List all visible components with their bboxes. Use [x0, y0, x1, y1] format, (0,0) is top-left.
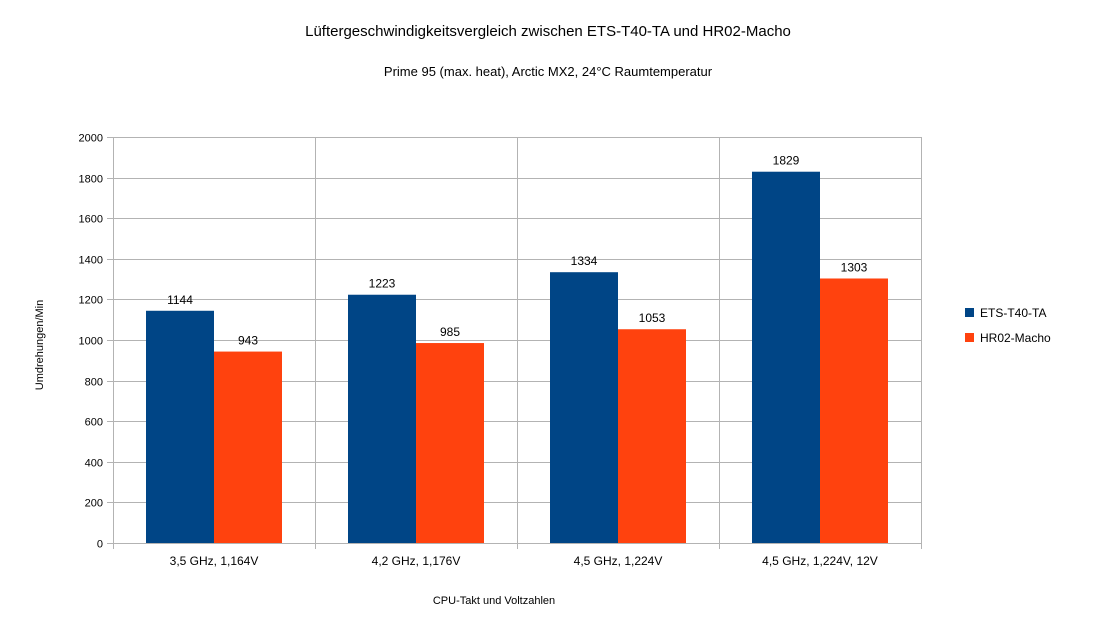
- y-tick-label: 400: [85, 458, 103, 470]
- y-tick-label: 200: [85, 498, 103, 510]
- bar: [416, 343, 484, 543]
- data-label: 985: [440, 325, 460, 339]
- data-label: 1053: [639, 311, 666, 325]
- y-tick-label: 1600: [79, 214, 103, 226]
- y-tick-label: 1400: [79, 255, 103, 267]
- x-tick-label: 3,5 GHz, 1,164V: [170, 554, 259, 568]
- bar: [146, 310, 214, 543]
- y-axis-label: Umdrehungen/Min: [34, 300, 46, 391]
- y-tick-label: 800: [85, 377, 103, 389]
- y-tick-label: 2000: [79, 133, 103, 145]
- legend-swatch: [965, 308, 974, 317]
- bars: [146, 171, 888, 543]
- x-tick-label: 4,2 GHz, 1,176V: [372, 554, 461, 568]
- legend: ETS-T40-TA HR02-Macho: [965, 306, 1051, 345]
- x-axis-ticks: 3,5 GHz, 1,164V 4,2 GHz, 1,176V 4,5 GHz, 1…: [170, 554, 878, 568]
- bar: [618, 329, 686, 543]
- y-tick-label: 1200: [79, 295, 103, 307]
- bar: [214, 351, 282, 543]
- bar: [752, 171, 820, 543]
- y-axis-ticks: 0 200 400 600 800 1000 1200 1400 1600 1800 2000: [79, 133, 103, 551]
- chart-subtitle: Prime 95 (max. heat), Arctic MX2, 24°C R…: [384, 64, 713, 79]
- legend-label: HR02-Macho: [980, 331, 1051, 345]
- chart-title: Lüftergeschwindigkeitsvergleich zwischen…: [305, 23, 791, 40]
- bar: [348, 294, 416, 543]
- y-tick-label: 0: [97, 539, 103, 551]
- data-label: 1144: [167, 293, 193, 307]
- bar: [550, 272, 618, 543]
- x-tick-label: 4,5 GHz, 1,224V: [574, 554, 663, 568]
- y-tick-label: 1000: [79, 336, 103, 348]
- x-axis-label: CPU-Takt und Voltzahlen: [433, 595, 555, 607]
- legend-label: ETS-T40-TA: [980, 306, 1046, 320]
- data-label: 1303: [841, 260, 868, 274]
- data-label: 943: [238, 334, 258, 348]
- legend-swatch: [965, 333, 974, 342]
- x-tick-label: 4,5 GHz, 1,224V, 12V: [762, 554, 878, 568]
- data-label: 1334: [571, 254, 598, 268]
- y-tick-label: 600: [85, 417, 103, 429]
- bar: [820, 278, 888, 543]
- data-label: 1223: [369, 277, 396, 291]
- data-labels: 1144 943 1223 985 1334 1053 1829 1303: [167, 154, 868, 348]
- y-tick-label: 1800: [79, 174, 103, 186]
- data-label: 1829: [773, 154, 800, 168]
